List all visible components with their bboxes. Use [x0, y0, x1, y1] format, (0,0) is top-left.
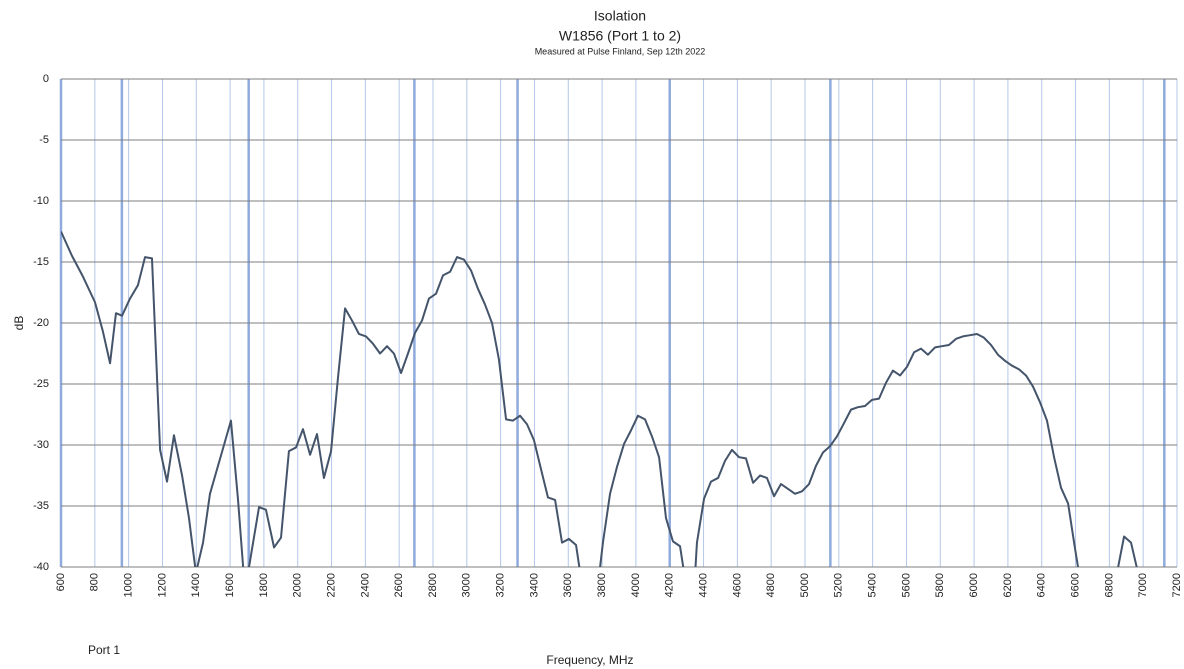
- y-tick-label: -5: [39, 134, 49, 146]
- x-tick-label: 2600: [393, 573, 405, 597]
- x-tick-label: 3200: [495, 573, 507, 597]
- x-tick-label: 800: [89, 573, 101, 591]
- plot-area: [61, 231, 1138, 567]
- x-tick-label: 2800: [427, 573, 439, 597]
- x-tick-label: 3000: [461, 573, 473, 597]
- y-tick-label: -10: [33, 195, 49, 207]
- x-tick-label: 6400: [1036, 573, 1048, 597]
- chart-note: Measured at Pulse Finland, Sep 12th 2022: [535, 46, 706, 56]
- x-tick-label: 5200: [833, 573, 845, 597]
- x-tick-label: 4400: [697, 573, 709, 597]
- x-tick-label: 600: [55, 573, 67, 591]
- x-tick-label: 3600: [562, 573, 574, 597]
- x-tick-label: 1400: [190, 573, 202, 597]
- x-tick-label: 1600: [224, 573, 236, 597]
- x-tick-label: 2000: [292, 573, 304, 597]
- chart-title: Isolation: [594, 8, 646, 24]
- y-tick-label: -30: [33, 439, 49, 451]
- x-tick-label: 4600: [731, 573, 743, 597]
- legend-label: Port 1: [88, 643, 120, 657]
- chart-subtitle: W1856 (Port 1 to 2): [559, 28, 681, 44]
- x-tick-label: 7000: [1137, 573, 1149, 597]
- x-tick-label: 5600: [900, 573, 912, 597]
- x-tick-label: 5400: [867, 573, 879, 597]
- x-tick-label: 3400: [528, 573, 540, 597]
- x-tick-label: 5800: [934, 573, 946, 597]
- y-tick-label: 0: [43, 73, 49, 85]
- y-axis-label: dB: [12, 316, 26, 331]
- x-tick-label: 3800: [596, 573, 608, 597]
- y-tick-label: -15: [33, 256, 49, 268]
- x-tick-label: 2200: [325, 573, 337, 597]
- x-tick-label: 4800: [765, 573, 777, 597]
- y-tick-label: -35: [33, 500, 49, 512]
- x-tick-label: 1800: [258, 573, 270, 597]
- y-tick-label: -20: [33, 317, 49, 329]
- x-tick-label: 6000: [968, 573, 980, 597]
- x-tick-label: 4200: [664, 573, 676, 597]
- x-tick-label: 6200: [1002, 573, 1014, 597]
- x-tick-label: 4000: [630, 573, 642, 597]
- x-tick-label: 1000: [123, 573, 135, 597]
- x-tick-label: 7200: [1171, 573, 1183, 597]
- x-tick-label: 5000: [799, 573, 811, 597]
- y-tick-label: -25: [33, 378, 49, 390]
- y-tick-label: -40: [33, 561, 49, 573]
- x-tick-label: 6800: [1103, 573, 1115, 597]
- data-line: [61, 231, 1138, 567]
- x-tick-label: 6600: [1069, 573, 1081, 597]
- x-tick-label: 2400: [359, 573, 371, 597]
- x-axis-label: Frequency, MHz: [546, 653, 633, 667]
- x-tick-label: 1200: [156, 573, 168, 597]
